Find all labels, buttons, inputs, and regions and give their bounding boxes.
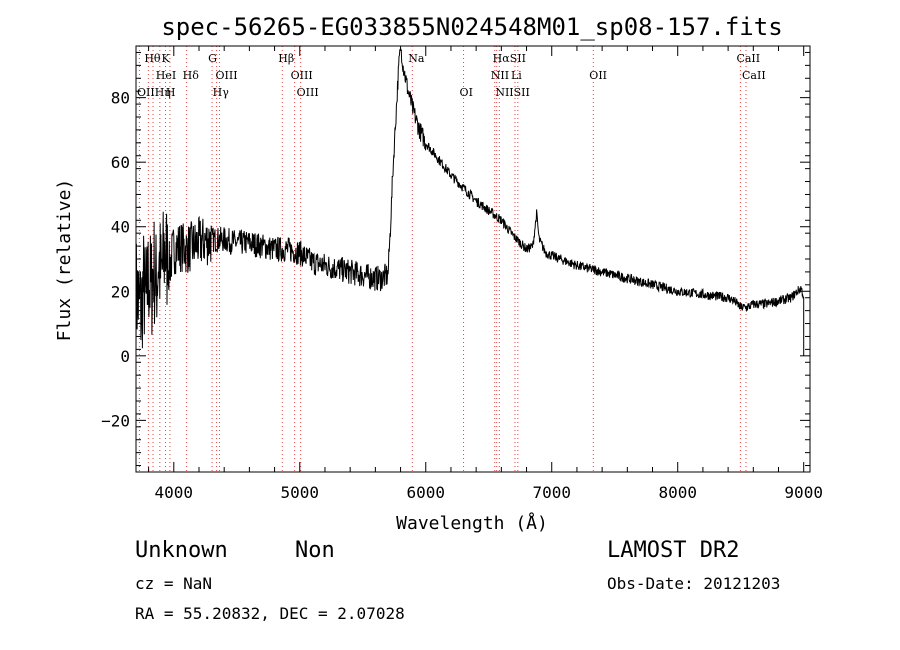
line-id-label: OIII <box>291 69 313 82</box>
line-id-label: Na <box>408 52 425 65</box>
line-id-label: OIII <box>216 69 238 82</box>
line-id-label: CaII <box>736 52 760 65</box>
x-tick-label: 7000 <box>532 483 571 502</box>
x-tick-label: 5000 <box>281 483 320 502</box>
x-axis-label: Wavelength (Å) <box>396 512 548 534</box>
line-id-labels: Hθ K G Hβ Na HαSII CaII HeI Hδ OIII OIII NII Li OII Ca… <box>137 52 766 99</box>
y-tick-label: 40 <box>111 218 130 237</box>
line-id-label: NII <box>491 69 509 82</box>
x-tick-label: 8000 <box>658 483 697 502</box>
y-tick-label: 0 <box>120 347 130 366</box>
x-tick-label: 6000 <box>406 483 445 502</box>
line-id-label: HαSII <box>493 52 526 65</box>
line-id-label: OI <box>460 86 473 99</box>
object-subclass: Non <box>295 538 335 563</box>
line-marker-layer <box>138 46 747 472</box>
line-id-label: Hγ <box>213 86 230 99</box>
line-id-label: OIIHη <box>137 86 171 99</box>
line-id-label: Hθ <box>144 52 161 65</box>
line-id-label: Hδ <box>183 69 200 82</box>
line-id-label: OII <box>589 69 607 82</box>
line-id-label: G <box>208 52 217 65</box>
line-id-label: OIII <box>297 86 319 99</box>
y-tick-label: 80 <box>111 89 130 108</box>
line-id-label: Hβ <box>278 52 294 65</box>
observation-date: Obs-Date: 20121203 <box>607 574 781 593</box>
chart-title: spec-56265-EG033855N024548M01_sp08-157.f… <box>161 13 782 41</box>
line-id-label: HeI <box>156 69 176 82</box>
axis-ticks: 4000 5000 6000 7000 8000 9000 −20 0 20 40 60 80 <box>101 46 823 502</box>
y-tick-label: 60 <box>111 153 130 172</box>
plot-frame <box>135 45 811 473</box>
ra-dec-coordinates: RA = 55.20832, DEC = 2.07028 <box>135 604 405 623</box>
redshift-cz: cz = NaN <box>135 574 213 593</box>
spectrum-line <box>135 48 805 356</box>
line-id-label: H <box>166 86 176 99</box>
y-axis-label: Flux (relative) <box>54 179 75 342</box>
survey-label: LAMOST DR2 <box>607 538 740 563</box>
y-tick-label: −20 <box>101 411 130 430</box>
y-tick-label: 20 <box>111 282 130 301</box>
line-id-label: CaII <box>742 69 766 82</box>
line-id-label: Li <box>511 69 522 82</box>
line-id-label: K <box>161 52 170 65</box>
line-id-label: NIISII <box>495 86 530 99</box>
x-tick-label: 9000 <box>784 483 823 502</box>
object-class: Unknown <box>135 538 228 563</box>
x-tick-label: 4000 <box>155 483 194 502</box>
